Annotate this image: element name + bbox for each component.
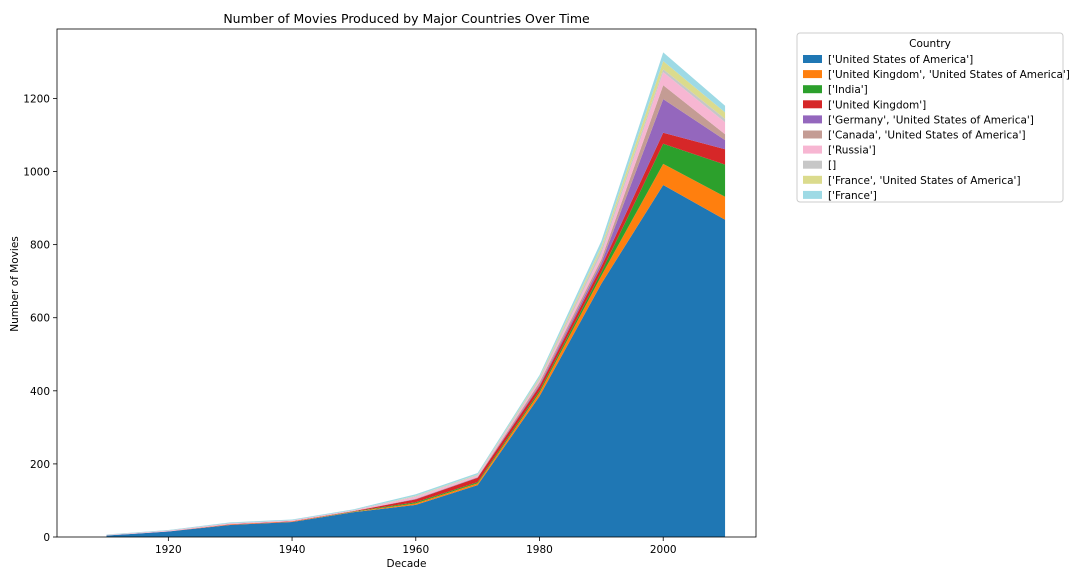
legend-label: ['France', 'United States of America'] — [828, 175, 1021, 187]
area-series-0 — [106, 185, 726, 538]
y-tick-label: 0 — [43, 532, 50, 544]
legend-swatch — [803, 85, 822, 94]
y-tick-label: 800 — [30, 240, 50, 252]
y-tick-label: 600 — [30, 313, 50, 325]
x-axis-label: Decade — [387, 558, 427, 570]
legend-label: ['India'] — [828, 84, 868, 96]
legend-label: ['United Kingdom', 'United States of Ame… — [828, 69, 1070, 81]
x-tick-label: 1980 — [526, 544, 553, 556]
x-axis-ticks: 1920 1940 1960 1980 2000 — [155, 537, 677, 556]
y-axis-label: Number of Movies — [9, 236, 21, 332]
legend-swatch — [803, 175, 822, 184]
x-tick-label: 1960 — [402, 544, 429, 556]
legend-title: Country — [909, 38, 951, 50]
legend-items: ['United States of America'] ['United Kin… — [803, 54, 1070, 202]
legend-label: ['United States of America'] — [828, 54, 973, 66]
legend-label: ['Germany', 'United States of America'] — [828, 114, 1034, 126]
y-axis-ticks: 0 200 400 600 800 1000 1200 — [23, 93, 57, 544]
stacked-areas — [106, 52, 726, 538]
legend-swatch — [803, 130, 822, 139]
legend-label: ['Russia'] — [828, 145, 876, 157]
y-tick-label: 1000 — [23, 167, 50, 179]
y-tick-label: 200 — [30, 459, 50, 471]
plot-frame — [56, 28, 757, 538]
legend-swatch — [803, 190, 822, 199]
legend-label: ['United Kingdom'] — [828, 99, 926, 111]
legend-label: [] — [828, 160, 836, 172]
legend-swatch — [803, 115, 822, 124]
legend-label: ['France'] — [828, 190, 877, 202]
x-tick-label: 1940 — [279, 544, 306, 556]
y-tick-label: 400 — [30, 386, 50, 398]
x-tick-label: 2000 — [650, 544, 677, 556]
legend: Country ['United States of America']['Un… — [796, 32, 1070, 203]
legend-swatch — [803, 70, 822, 79]
legend-swatch — [803, 160, 822, 169]
legend-swatch — [803, 55, 822, 63]
legend-label: ['Canada', 'United States of America'] — [828, 130, 1026, 142]
x-tick-label: 1920 — [155, 544, 182, 556]
legend-swatch — [803, 100, 822, 109]
legend-box — [796, 32, 1064, 203]
y-tick-label: 1200 — [23, 93, 50, 105]
chart-title: Number of Movies Produced by Major Count… — [223, 11, 590, 26]
legend-swatch — [803, 145, 822, 154]
